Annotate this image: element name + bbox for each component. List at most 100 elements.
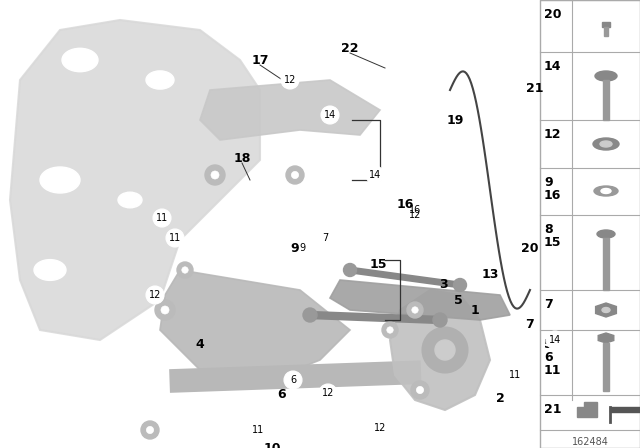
Text: 17: 17 (252, 53, 269, 66)
Polygon shape (390, 290, 490, 410)
Polygon shape (577, 402, 597, 417)
Text: 21: 21 (526, 82, 544, 95)
Text: 14: 14 (324, 110, 336, 120)
Circle shape (293, 239, 311, 257)
Ellipse shape (205, 165, 225, 185)
Circle shape (506, 366, 524, 384)
Text: 19: 19 (446, 113, 464, 126)
Circle shape (146, 286, 164, 304)
Ellipse shape (594, 186, 618, 196)
Ellipse shape (387, 327, 393, 333)
Ellipse shape (412, 307, 418, 313)
Ellipse shape (407, 302, 423, 318)
Text: 20: 20 (544, 8, 561, 21)
Polygon shape (596, 303, 616, 317)
Ellipse shape (411, 381, 429, 399)
Circle shape (371, 419, 389, 437)
Circle shape (281, 71, 299, 89)
Ellipse shape (597, 230, 615, 238)
Text: 5: 5 (454, 293, 462, 306)
Circle shape (249, 421, 267, 439)
Ellipse shape (62, 48, 98, 72)
Text: 11: 11 (252, 425, 264, 435)
Text: 12: 12 (149, 290, 161, 300)
Ellipse shape (602, 307, 610, 313)
Bar (603, 238, 609, 290)
Text: 15: 15 (369, 258, 387, 271)
Bar (604, 27, 608, 36)
Text: 12: 12 (374, 423, 386, 433)
Bar (603, 80, 609, 120)
Text: 6: 6 (278, 388, 286, 401)
Text: 3: 3 (438, 279, 447, 292)
Text: 12: 12 (409, 210, 421, 220)
Ellipse shape (382, 322, 398, 338)
Text: 5: 5 (544, 338, 553, 351)
Text: 7: 7 (525, 319, 534, 332)
Ellipse shape (433, 313, 447, 327)
Ellipse shape (454, 279, 467, 292)
Text: 14: 14 (369, 170, 381, 180)
Ellipse shape (146, 71, 174, 89)
Ellipse shape (595, 71, 617, 81)
Ellipse shape (435, 340, 455, 360)
Text: 16: 16 (396, 198, 413, 211)
Polygon shape (10, 20, 260, 340)
Ellipse shape (344, 263, 356, 276)
Text: 22: 22 (341, 42, 359, 55)
Circle shape (166, 229, 184, 247)
Ellipse shape (286, 166, 304, 184)
Text: 12: 12 (322, 388, 334, 398)
Text: 6: 6 (290, 375, 296, 385)
Ellipse shape (422, 327, 467, 372)
Polygon shape (598, 333, 614, 343)
Ellipse shape (161, 306, 169, 314)
Circle shape (366, 166, 384, 184)
Text: 7: 7 (322, 233, 328, 243)
Text: 6: 6 (544, 351, 552, 364)
Text: 11: 11 (509, 370, 521, 380)
Circle shape (316, 229, 334, 247)
Ellipse shape (147, 426, 154, 434)
Text: 14: 14 (544, 60, 561, 73)
Text: 15: 15 (544, 236, 561, 249)
Text: 162484: 162484 (572, 437, 609, 447)
Text: 10: 10 (263, 441, 281, 448)
Text: 4: 4 (196, 339, 204, 352)
Ellipse shape (211, 171, 219, 179)
Circle shape (321, 106, 339, 124)
Bar (602, 22, 610, 27)
Text: 16: 16 (409, 205, 421, 215)
Circle shape (546, 331, 564, 349)
Circle shape (319, 384, 337, 402)
Circle shape (284, 371, 302, 389)
Text: 2: 2 (495, 392, 504, 405)
Polygon shape (200, 80, 380, 140)
Text: 11: 11 (169, 233, 181, 243)
Text: 11: 11 (156, 213, 168, 223)
Ellipse shape (155, 300, 175, 320)
Text: 9: 9 (299, 243, 305, 253)
Ellipse shape (593, 138, 619, 150)
Text: 9: 9 (544, 176, 552, 189)
Ellipse shape (34, 259, 66, 280)
Ellipse shape (118, 192, 142, 208)
Text: 21: 21 (544, 403, 561, 416)
Ellipse shape (177, 262, 193, 278)
Text: 12: 12 (284, 75, 296, 85)
Ellipse shape (601, 189, 611, 194)
Ellipse shape (291, 172, 299, 179)
Circle shape (406, 201, 424, 219)
Text: 18: 18 (234, 151, 251, 164)
Ellipse shape (600, 141, 612, 147)
Text: 20: 20 (521, 241, 539, 254)
Text: 14: 14 (549, 335, 561, 345)
Bar (540, 0, 640, 448)
Circle shape (153, 209, 171, 227)
Ellipse shape (417, 386, 424, 394)
Text: 11: 11 (544, 364, 561, 377)
Circle shape (406, 206, 424, 224)
Text: 8: 8 (544, 223, 552, 236)
Ellipse shape (182, 267, 188, 273)
Text: 1: 1 (470, 303, 479, 316)
